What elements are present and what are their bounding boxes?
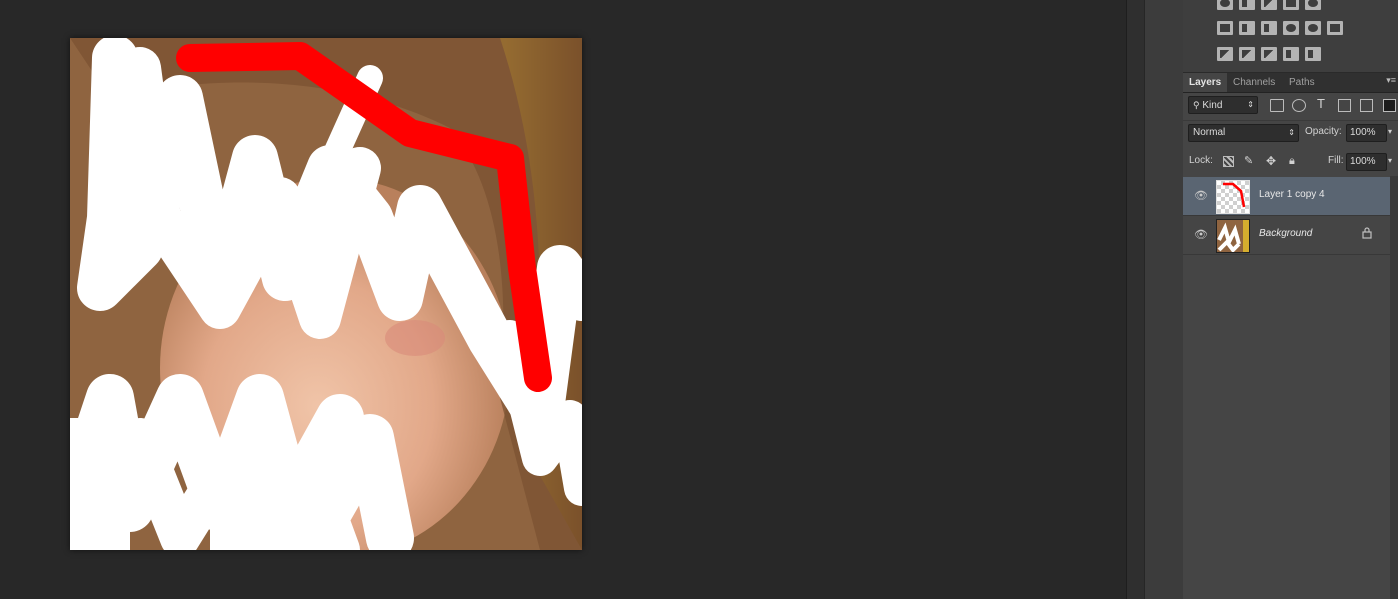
photo-cheek (385, 320, 445, 356)
lock-all-icon[interactable]: 🔒︎ (1289, 155, 1295, 167)
lock-position-icon[interactable]: ✥ (1266, 154, 1277, 168)
opacity-input[interactable]: 100% (1346, 124, 1387, 142)
layer-name[interactable]: Background (1259, 228, 1313, 239)
curves-icon[interactable] (1261, 0, 1277, 10)
black-white-icon[interactable] (1261, 21, 1277, 35)
lock-transparent-pixels-icon[interactable] (1223, 156, 1234, 167)
posterize-icon[interactable] (1239, 47, 1255, 61)
opacity-dropdown-icon[interactable]: ▾ (1388, 127, 1393, 136)
tab-channels[interactable]: Channels (1233, 77, 1276, 88)
layer-thumbnail (1216, 180, 1250, 214)
tab-layers[interactable]: Layers (1183, 73, 1228, 92)
canvas-scrollbar[interactable] (1126, 0, 1145, 599)
document-canvas-area[interactable] (0, 0, 1126, 599)
color-balance-icon[interactable] (1239, 21, 1255, 35)
lock-row: Lock: ✎ ✥ 🔒︎ Fill: 100% ▾ (1183, 148, 1398, 174)
selective-color-icon[interactable] (1283, 47, 1299, 61)
photo-thumbnail-icon (1217, 220, 1249, 252)
red-stroke-thumbnail-icon (1223, 182, 1246, 208)
filter-kind-label: Kind (1202, 100, 1223, 111)
photo-filter-icon[interactable] (1283, 21, 1299, 35)
visibility-eye-icon[interactable]: 👁︎ (1194, 190, 1208, 202)
color-lookup-icon[interactable] (1327, 21, 1343, 35)
search-icon: ⚲ (1193, 100, 1200, 110)
layers-panel: Layers Channels Paths ▾≡ ⚲ Kind ⇕ T Norm… (1183, 0, 1398, 599)
filter-row: ⚲ Kind ⇕ T (1183, 94, 1398, 116)
hue-saturation-icon[interactable] (1217, 21, 1233, 35)
vibrance-icon[interactable] (1305, 0, 1321, 10)
fill-label: Fill: (1328, 155, 1344, 166)
adjustment-filter-icon[interactable] (1292, 99, 1306, 112)
white-brush-strokes (70, 38, 582, 550)
lock-image-pixels-icon[interactable]: ✎ (1244, 155, 1254, 167)
layer-row-layer-1-copy-4[interactable]: 👁︎ Layer 1 copy 4 (1183, 177, 1390, 216)
brightness-icon[interactable] (1217, 0, 1233, 10)
red-brush-stroke (176, 42, 552, 392)
panel-dock-strip (1144, 0, 1184, 599)
fill-dropdown-icon[interactable]: ▾ (1388, 156, 1393, 165)
type-filter-icon[interactable]: T (1317, 96, 1325, 111)
lock-icon (1362, 227, 1372, 239)
smart-object-filter-icon[interactable] (1360, 99, 1373, 112)
gradient-map-icon[interactable] (1305, 47, 1321, 61)
filter-kind-select[interactable]: ⚲ Kind ⇕ (1188, 96, 1258, 114)
pixel-filter-icon[interactable] (1270, 99, 1284, 112)
blend-mode-value: Normal (1193, 127, 1226, 138)
visibility-eye-icon[interactable]: 👁︎ (1194, 229, 1208, 241)
blend-mode-select[interactable]: Normal ⇕ (1188, 124, 1299, 142)
fill-input[interactable]: 100% (1346, 153, 1387, 171)
layer-name[interactable]: Layer 1 copy 4 (1259, 189, 1325, 200)
exposure-icon[interactable] (1283, 0, 1299, 10)
opacity-label: Opacity: (1305, 126, 1342, 137)
layer-row-background[interactable]: 👁︎ Background (1183, 216, 1390, 255)
layer-thumbnail (1216, 219, 1250, 253)
filter-toggle-icon[interactable] (1383, 99, 1396, 112)
shape-filter-icon[interactable] (1338, 99, 1351, 112)
invert-icon[interactable] (1217, 47, 1233, 61)
panel-tab-bar: Layers Channels Paths ▾≡ (1183, 73, 1398, 93)
channel-mixer-icon[interactable] (1305, 21, 1321, 35)
tab-paths[interactable]: Paths (1289, 77, 1315, 88)
document-image[interactable] (70, 38, 582, 550)
adjustments-panel (1183, 0, 1398, 73)
lock-label: Lock: (1189, 155, 1213, 166)
layers-panel-scrollbar[interactable] (1390, 176, 1398, 599)
blend-row: Normal ⇕ Opacity: 100% ▾ (1183, 120, 1398, 145)
levels-icon[interactable] (1239, 0, 1255, 10)
updown-arrows-icon: ⇕ (1247, 100, 1254, 109)
threshold-icon[interactable] (1261, 47, 1277, 61)
updown-arrows-icon: ⇕ (1288, 128, 1295, 137)
panel-menu-icon[interactable]: ▾≡ (1386, 75, 1396, 85)
